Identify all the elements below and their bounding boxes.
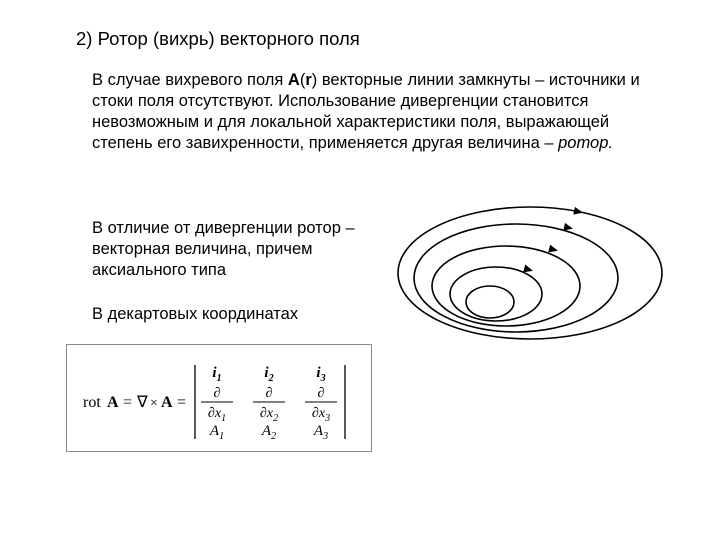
svg-text:∂: ∂ bbox=[266, 386, 273, 401]
svg-text:A3: A3 bbox=[313, 423, 328, 441]
svg-text:=: = bbox=[123, 394, 132, 411]
svg-text:i2: i2 bbox=[264, 365, 273, 384]
svg-text:∂: ∂ bbox=[214, 386, 221, 401]
svg-text:A2: A2 bbox=[261, 423, 276, 441]
svg-text:A1: A1 bbox=[209, 423, 224, 441]
svg-text:rot: rot bbox=[83, 394, 101, 411]
vortex-diagram bbox=[390, 198, 670, 348]
svg-text:A: A bbox=[107, 394, 119, 411]
svg-text:∇: ∇ bbox=[136, 394, 148, 411]
svg-text:×: × bbox=[150, 396, 158, 411]
svg-text:∂x2: ∂x2 bbox=[260, 406, 278, 424]
svg-text:∂x1: ∂x1 bbox=[208, 406, 226, 424]
svg-text:=: = bbox=[177, 394, 186, 411]
svg-text:i3: i3 bbox=[316, 365, 325, 384]
paragraph-2: В отличие от дивергенции ротор – векторн… bbox=[92, 218, 377, 281]
section-title: 2) Ротор (вихрь) векторного поля bbox=[76, 28, 360, 50]
svg-text:A: A bbox=[161, 394, 173, 411]
svg-text:i1: i1 bbox=[212, 365, 221, 384]
paragraph-3: В декартовых координатах bbox=[92, 304, 382, 325]
svg-text:∂: ∂ bbox=[318, 386, 325, 401]
paragraph-1: В случае вихревого поля A(r) векторные л… bbox=[92, 70, 650, 154]
formula-box: rot A = ∇ × A = i1 i2 i3 ∂ ∂x1 ∂ ∂x2 ∂ ∂x3 A1 A2… bbox=[66, 344, 372, 452]
svg-text:∂x3: ∂x3 bbox=[312, 406, 330, 424]
rotor-formula: rot A = ∇ × A = i1 i2 i3 ∂ ∂x1 ∂ ∂x2 ∂ ∂x3 A1 A2… bbox=[83, 363, 363, 441]
